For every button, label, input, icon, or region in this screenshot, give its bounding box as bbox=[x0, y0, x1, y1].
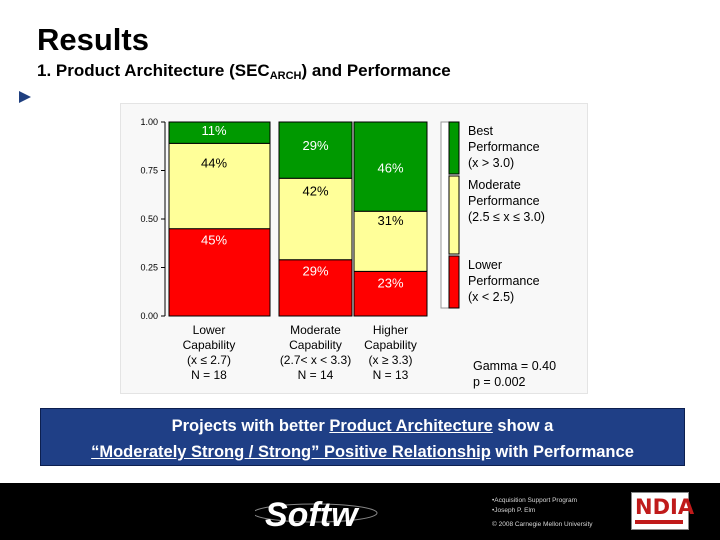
bar-segment-moderate bbox=[278, 177, 353, 261]
stat-label: p = 0.002 bbox=[473, 375, 526, 389]
data-label: 44% bbox=[201, 155, 227, 170]
banner-line1-prefix: Projects with better bbox=[171, 417, 330, 435]
banner-line-2: “Moderately Strong / Strong” Positive Re… bbox=[41, 439, 684, 465]
bar-segment-best bbox=[353, 121, 428, 212]
legend-label: Moderate bbox=[468, 178, 521, 192]
ndia-logo-text: NDIA bbox=[635, 495, 695, 519]
data-label: 42% bbox=[302, 183, 328, 198]
footer-wordmark: Softw bbox=[265, 496, 360, 533]
legend-label: Performance bbox=[468, 140, 540, 154]
data-label: 23% bbox=[377, 275, 403, 290]
x-category-label: N = 14 bbox=[298, 368, 334, 382]
footer-note: •Joseph P. Elm bbox=[492, 507, 536, 514]
subtitle-prefix: 1. Product Architecture (SEC bbox=[37, 61, 270, 80]
legend-frame bbox=[440, 121, 450, 309]
y-tick-label: 0.25 bbox=[140, 263, 158, 273]
banner-line2-suffix: with Performance bbox=[490, 443, 634, 461]
x-category-label: (2.7< x < 3.3) bbox=[280, 353, 351, 367]
legend-label: Performance bbox=[468, 194, 540, 208]
conclusion-banner: Projects with better Product Architectur… bbox=[40, 408, 685, 466]
banner-line1-link: Product Architecture bbox=[329, 417, 493, 435]
data-label: 46% bbox=[377, 161, 403, 176]
footer-note: © 2008 Carnegie Mellon University bbox=[492, 521, 593, 528]
bar-segment-lower bbox=[353, 270, 428, 317]
x-category-label: (x ≥ 3.3) bbox=[369, 353, 413, 367]
y-tick-label: 0.00 bbox=[140, 311, 158, 321]
x-category-label: Moderate bbox=[290, 323, 341, 337]
bar-segment-lower bbox=[168, 228, 271, 317]
data-label: 29% bbox=[302, 138, 328, 153]
data-label: 31% bbox=[377, 213, 403, 228]
banner-line-1: Projects with better Product Architectur… bbox=[41, 413, 684, 439]
banner-line1-suffix: show a bbox=[492, 417, 554, 435]
ndia-logo-bar bbox=[635, 520, 683, 524]
x-category-label: Lower bbox=[193, 323, 226, 337]
stacked-bar-chart: 0.000.250.500.751.0045%44%11%LowerCapabi… bbox=[140, 117, 556, 389]
y-tick-label: 1.00 bbox=[140, 117, 158, 127]
legend-label: Performance bbox=[468, 274, 540, 288]
bar-segment-moderate bbox=[168, 142, 271, 230]
y-tick-label: 0.75 bbox=[140, 166, 158, 176]
footer-wordmark-logo: Softw bbox=[255, 496, 378, 533]
x-category-label: N = 18 bbox=[191, 368, 227, 382]
ndia-logo: NDIA bbox=[631, 492, 694, 530]
legend-label: Lower bbox=[468, 258, 502, 272]
y-tick-label: 0.50 bbox=[140, 214, 158, 224]
data-label: 11% bbox=[201, 123, 226, 138]
x-category-label: Capability bbox=[183, 338, 236, 352]
chart-panel: 0.00 0.25 0.50 0.75 1.00 45% 44% 11% Lower Capabi… bbox=[120, 103, 588, 394]
x-category-label: Capability bbox=[289, 338, 342, 352]
footer-notes: •Acquisition Support Program •Joseph P. … bbox=[492, 496, 593, 530]
x-category-label: Capability bbox=[364, 338, 417, 352]
slide-nav-arrow-icon[interactable] bbox=[19, 91, 31, 103]
x-category-label: Higher bbox=[373, 323, 408, 337]
legend-swatch bbox=[448, 175, 460, 255]
banner-line2-link: “Moderately Strong / Strong” Positive Re… bbox=[91, 443, 491, 461]
legend-swatch bbox=[448, 121, 460, 175]
subtitle-suffix: ) and Performance bbox=[301, 61, 451, 80]
x-category-label: N = 13 bbox=[373, 368, 409, 382]
legend-label: Best bbox=[468, 124, 494, 138]
slide-subtitle: 1. Product Architecture (SECARCH) and Pe… bbox=[37, 61, 451, 82]
x-category-label: (x ≤ 2.7) bbox=[187, 353, 231, 367]
subtitle-subscript: ARCH bbox=[269, 70, 302, 82]
bar-segment-lower bbox=[278, 259, 353, 317]
legend-swatch bbox=[448, 255, 460, 309]
footer-bar: Softw •Acquisition Support Program •Jose… bbox=[0, 483, 720, 540]
bar-segment-best bbox=[278, 121, 353, 179]
data-label: 45% bbox=[201, 233, 227, 248]
slide-title: Results bbox=[37, 22, 149, 57]
footer-note: •Acquisition Support Program bbox=[492, 497, 578, 504]
legend-label: (x < 2.5) bbox=[468, 290, 514, 304]
legend-label: (x > 3.0) bbox=[468, 156, 514, 170]
bar-segment-best bbox=[168, 121, 271, 144]
legend-label: (2.5 ≤ x ≤ 3.0) bbox=[468, 210, 545, 224]
data-label: 29% bbox=[302, 264, 328, 279]
stat-label: Gamma = 0.40 bbox=[473, 359, 556, 373]
